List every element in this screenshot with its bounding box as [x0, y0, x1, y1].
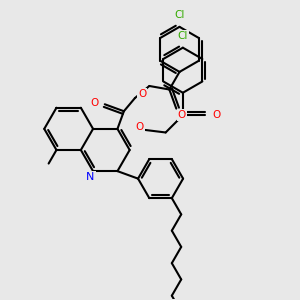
- Text: N: N: [86, 172, 95, 182]
- Text: O: O: [136, 122, 144, 132]
- Text: O: O: [212, 110, 220, 120]
- Text: Cl: Cl: [174, 10, 185, 20]
- Text: Cl: Cl: [178, 31, 188, 41]
- Text: O: O: [178, 110, 186, 120]
- Text: O: O: [90, 98, 98, 108]
- Text: O: O: [138, 89, 146, 99]
